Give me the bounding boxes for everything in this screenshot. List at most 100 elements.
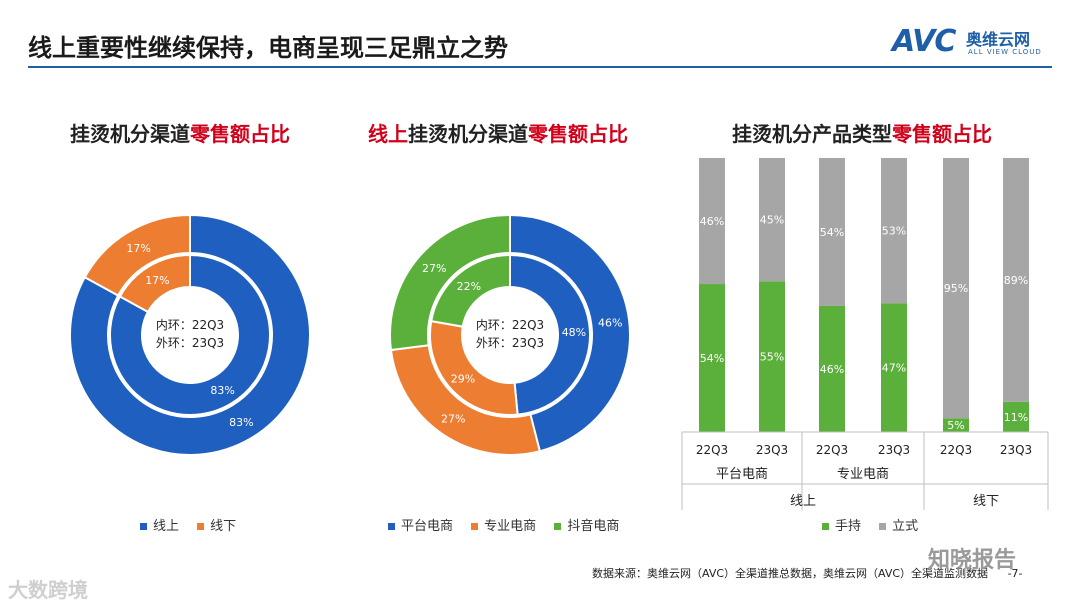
x-tick-label-1: 23Q3	[756, 443, 788, 457]
legend-swatch	[197, 523, 205, 530]
donut-center-text-1: 外环：23Q3	[156, 336, 224, 350]
donut-center-text-1: 外环：23Q3	[476, 336, 544, 350]
legend-item-douyin: 抖音电商	[554, 515, 619, 534]
legend-label: 线上	[153, 519, 180, 534]
donut-label-inner-2: 22%	[457, 280, 481, 293]
bar-手持-4	[943, 418, 969, 432]
chart1-title-part2: 零售额占比	[190, 122, 290, 146]
bar-手持-1	[759, 281, 785, 432]
donut-label-inner-1: 29%	[451, 372, 475, 385]
x-tick-label-3: 23Q3	[878, 443, 910, 457]
donut-slice-outer-1	[83, 213, 191, 297]
page-title: 线上重要性继续保持，电商呈现三足鼎立之势	[28, 34, 508, 62]
bar-label-立式-0: 46%	[700, 215, 724, 228]
donut-label-outer-0: 83%	[229, 416, 253, 429]
bar-手持-0	[699, 284, 725, 432]
donut-chart-channel: 83% 17% 83% 17% 内环：22Q3 外环：23Q3	[69, 213, 311, 456]
donut-slice-inner-2	[430, 253, 511, 328]
chart1-title: 挂烫机分渠道零售额占比	[70, 118, 290, 147]
bar-立式-0	[699, 158, 725, 285]
legend-swatch	[388, 523, 395, 530]
bar-立式-2	[819, 158, 845, 306]
legend-swatch	[822, 523, 829, 530]
page-number: -7-	[1007, 567, 1023, 580]
bar-label-立式-3: 53%	[882, 225, 906, 238]
legend-swatch	[879, 523, 887, 530]
bar-label-手持-0: 54%	[700, 352, 724, 365]
bar-label-手持-3: 47%	[882, 362, 906, 375]
chart3-legend: 手持 立式	[822, 515, 932, 534]
x-tick-label-2: 22Q3	[816, 443, 848, 457]
legend-item-professional: 专业电商	[471, 515, 536, 534]
bar-手持-3	[881, 303, 907, 432]
donut-slice-inner-0	[509, 253, 592, 416]
bar-立式-5	[1003, 158, 1029, 402]
chart2-title-part2: 挂烫机分渠道	[408, 122, 528, 146]
logo-cn: 奥维云网	[966, 30, 1031, 49]
watermark-left: 大数跨境	[8, 578, 88, 602]
legend-label: 手持	[835, 519, 862, 534]
chart1-title-part1: 挂烫机分渠道	[70, 122, 190, 146]
donut-label-inner-0: 48%	[562, 326, 586, 339]
legend-item-standing: 立式	[879, 515, 918, 534]
donut-slice-outer-2	[389, 213, 511, 352]
donut-label-inner-1: 17%	[145, 274, 169, 287]
x-tick-label-0: 22Q3	[696, 443, 728, 457]
donut-center-text-0: 内环：22Q3	[476, 318, 544, 332]
chart2-title: 线上挂烫机分渠道零售额占比	[368, 118, 628, 147]
x-tick-label-5: 23Q3	[1000, 443, 1032, 457]
title-divider	[28, 66, 1052, 68]
logo-en: ALL VIEW CLOUD	[968, 48, 1042, 56]
channel-label-1: 线下	[973, 494, 999, 509]
avc-logo: AVC 奥维云网 ALL VIEW CLOUD	[892, 24, 1062, 64]
legend-item-offline: 线下	[197, 515, 236, 534]
chart3-title-part2: 零售额占比	[892, 122, 992, 146]
watermark-right: 知晓报告	[928, 548, 1017, 573]
bar-label-立式-5: 89%	[1004, 274, 1028, 287]
bar-立式-3	[881, 158, 907, 304]
bar-手持-5	[1003, 401, 1029, 432]
donut-label-outer-1: 17%	[126, 242, 150, 255]
bar-label-手持-5: 11%	[1004, 411, 1028, 424]
bar-label-手持-1: 55%	[760, 351, 784, 364]
bar-label-手持-4: 5%	[947, 419, 964, 432]
legend-item-handheld: 手持	[822, 515, 861, 534]
chart2-legend: 平台电商 专业电商 抖音电商	[388, 515, 633, 534]
logo-text: AVC	[892, 24, 956, 59]
legend-label: 专业电商	[484, 519, 537, 534]
x-tick-label-4: 22Q3	[940, 443, 972, 457]
donut-slice-inner-0	[109, 253, 271, 416]
legend-swatch	[554, 523, 562, 530]
bar-label-立式-1: 45%	[760, 214, 784, 227]
chart3-title: 挂烫机分产品类型零售额占比	[732, 118, 992, 147]
group-label-0: 平台电商	[716, 467, 768, 482]
legend-label: 平台电商	[401, 519, 454, 534]
legend-item-online: 线上	[140, 515, 179, 534]
donut-slice-outer-0	[69, 213, 311, 456]
chart2-title-part3: 零售额占比	[528, 122, 628, 146]
bar-立式-1	[759, 158, 785, 282]
legend-label: 立式	[892, 519, 919, 534]
donut-label-outer-1: 27%	[441, 413, 465, 426]
bar-label-手持-2: 46%	[820, 363, 844, 376]
bar-label-立式-2: 54%	[820, 226, 844, 239]
legend-label: 线下	[210, 519, 237, 534]
data-source-note: 数据来源：奥维云网（AVC）全渠道推总数据，奥维云网（AVC）全渠道监测数据 -…	[592, 565, 1023, 581]
donut-label-outer-0: 46%	[598, 316, 622, 329]
bar-手持-2	[819, 305, 845, 432]
bar-立式-4	[943, 158, 969, 419]
donut-label-inner-0: 83%	[210, 384, 234, 397]
footer-text: 数据来源：奥维云网（AVC）全渠道推总数据，奥维云网（AVC）全渠道监测数据	[592, 567, 989, 580]
legend-swatch	[471, 523, 479, 530]
donut-slice-inner-1	[118, 253, 191, 314]
channel-label-0: 线上	[790, 494, 816, 509]
legend-swatch	[140, 523, 147, 530]
group-label-1: 专业电商	[837, 467, 889, 482]
stacked-bar-chart-product-type: 54% 46% 22Q3 55% 45% 23Q3 46% 54% 22Q3 47% 53% 23Q3…	[681, 158, 1049, 510]
bar-label-立式-4: 95%	[944, 282, 968, 295]
chart1-legend: 线上 线下	[140, 515, 250, 534]
chart3-title-part1: 挂烫机分产品类型	[732, 122, 892, 146]
donut-slice-outer-0	[509, 213, 631, 453]
donut-center-text-0: 内环：22Q3	[156, 318, 224, 332]
